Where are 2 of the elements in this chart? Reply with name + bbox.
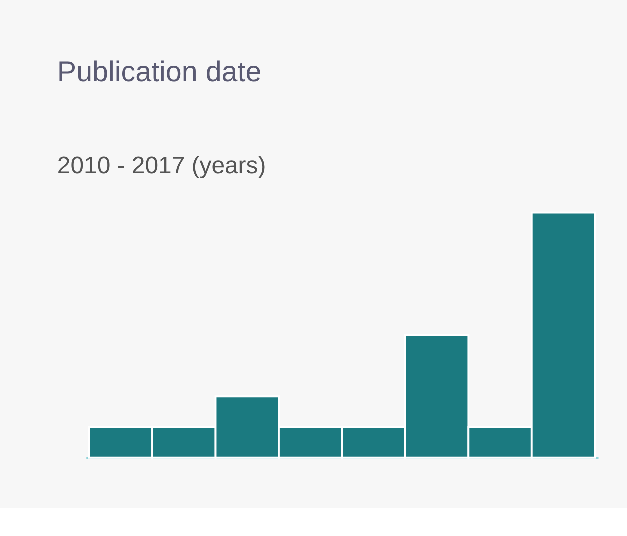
chart-subtitle: 2010 - 2017 (years)	[57, 152, 266, 180]
chart-title: Publication date	[57, 56, 262, 89]
